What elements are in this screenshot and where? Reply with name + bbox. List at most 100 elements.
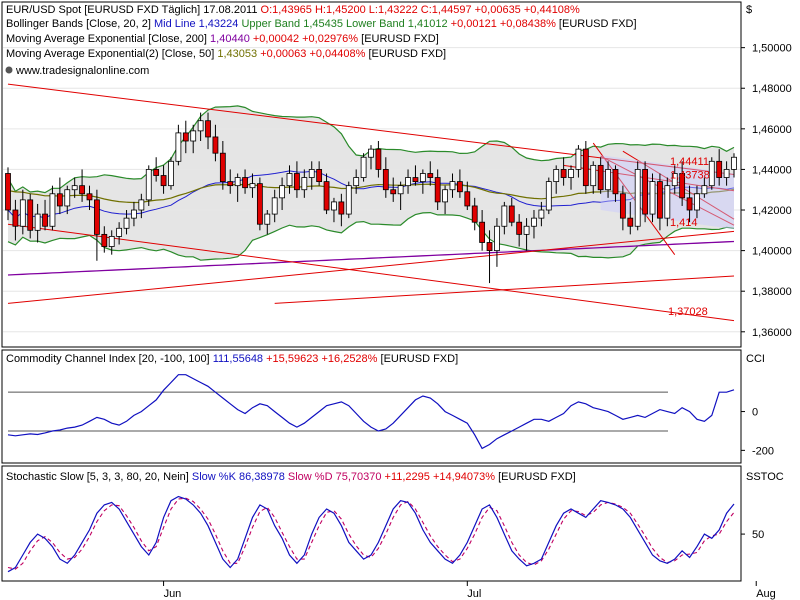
cci-layer [7,374,735,450]
candle-body [479,221,486,243]
candle-body [79,185,85,195]
candle-body [671,173,678,187]
stoch-layer [7,495,735,573]
stoch-panel-frame [1,465,742,582]
candle-body [375,148,382,170]
candle-body [664,185,671,219]
legend-cci: Commodity Channel Index [20, -100, 100] … [6,353,458,365]
candle-body [316,169,323,183]
candle-body [219,152,226,183]
candle-body [545,181,552,211]
candle-body [249,183,256,189]
candle-body [160,175,167,187]
x-tick-label: Jun [164,588,182,600]
candle-body [486,242,493,252]
candle-body [256,183,263,225]
candle-body [449,181,456,191]
legend-ema200: Moving Average Exponential [Close, 200] … [6,33,439,45]
candle-body [605,169,611,191]
candle-body [271,197,278,215]
candle-body [634,169,641,227]
bollinger-lower-band [7,211,735,261]
legend-bollinger: Bollinger Bands [Close, 20, 2] Mid Line … [6,18,637,30]
candle-body [412,177,419,183]
candle-body [345,185,352,215]
cci-axis-label: CCI [746,353,765,365]
candle-body [427,173,434,178]
price-annotation: 1,414 [670,217,698,229]
candle-body [716,160,723,178]
price-legend: EUR/USD Spot [EURUSD FXD Täglich] 17.08.… [5,4,637,77]
candle-body [494,225,500,252]
candle-body [694,193,700,211]
candle-body [508,205,515,223]
trendline-rising [7,230,735,304]
candle-body [612,169,619,195]
candle-body [701,185,708,195]
price-annotation: 1,43738 [670,170,710,182]
candle-body [538,209,545,219]
candle-body [27,199,34,231]
candle-body [338,201,345,215]
candle-body [294,173,300,191]
cci-panel-frame [1,349,742,464]
candle-body [71,185,78,191]
candle-body [323,181,330,211]
candle-body [56,193,63,207]
stoch-axis-label: SSTOC [746,471,784,483]
candle-body [212,136,219,154]
bollinger-band-fill [8,105,734,261]
candle-body [590,164,597,187]
candle-body [205,120,211,138]
candle-body [686,197,693,211]
currency-label: $ [746,4,752,16]
candle-body [190,130,197,142]
candle-body [123,217,130,229]
price-tick-label: 1,36000 [752,327,792,339]
candle-body [93,199,100,235]
legend-symbol-line: EUR/USD Spot [EURUSD FXD Täglich] 17.08.… [6,4,580,16]
axis-layer: 1,50000 1,48000 1,46000 1,44000 1,42000 1,400… [163,43,792,600]
bollinger-mid-line [7,170,735,219]
candle-body [301,177,308,191]
cci-tick-label: -200 [752,445,774,457]
candle-body [501,205,508,227]
candle-body [442,189,448,203]
candle-body [279,185,286,199]
candle-body [242,177,248,189]
candle-body [568,169,574,178]
candle-body [42,213,48,227]
candle-body [116,227,123,237]
candle-body [582,148,589,187]
price-tick-label: 1,44000 [752,164,792,176]
globe-icon [5,66,13,74]
candle-body [108,236,115,247]
trendline-channel-3 [622,150,735,220]
candle-body [649,181,656,215]
candle-body [353,177,360,187]
candle-body [168,160,174,187]
candle-body [523,225,530,235]
trendline-steep [592,142,676,255]
candle-body [679,173,686,199]
candle-body [368,148,374,158]
candle-body [531,217,537,227]
candle-body [5,173,11,211]
candle-body [627,217,634,227]
candle-body [382,169,389,191]
candle-body [553,169,560,183]
candle-body [516,221,523,235]
candle-body [182,132,189,142]
x-tick-label: Aug [756,588,776,600]
candle-body [234,177,241,187]
candle-body [86,193,93,201]
candle-body [723,169,730,178]
candle-body [708,160,715,187]
candle-body [12,209,19,227]
price-tick-label: 1,46000 [752,124,792,136]
cci-line [7,374,735,450]
price-annotation: 1,37028 [668,306,708,318]
candle-body [49,193,56,227]
price-tick-label: 1,48000 [752,83,792,95]
